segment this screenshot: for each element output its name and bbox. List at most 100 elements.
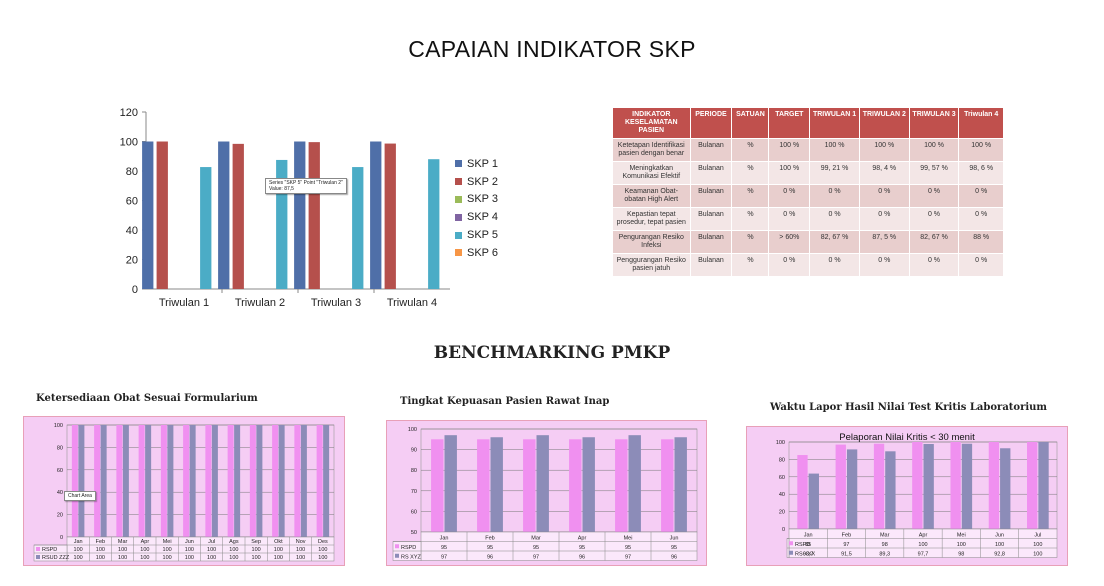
data-table-value: 100 bbox=[96, 555, 105, 561]
category-label: Ags bbox=[229, 539, 239, 545]
table-cell: Bulanan bbox=[690, 138, 733, 162]
bar-skp5-triwulan3 bbox=[352, 167, 364, 289]
table-cell: 0 % bbox=[909, 253, 960, 276]
table-row: Meningkatkan Komunikasi Efektif Bulanan% 1… bbox=[613, 161, 1004, 185]
plot-area bbox=[788, 441, 1058, 530]
data-table-value: 97 bbox=[843, 542, 849, 548]
data-table-value: 100 bbox=[252, 555, 261, 561]
chart-tooltip: Series "SKP 5" Point "Triwulan 2" Value:… bbox=[265, 178, 347, 194]
table-cell: Bulanan bbox=[690, 207, 733, 231]
table-header-cell: TRIWULAN 2 bbox=[859, 108, 910, 139]
chart-waktu-lapor-lab[interactable]: 0 20 40 60 80 100 Jan 85 63,7 Feb 97 91,5 Mar 98 89,3 A… bbox=[746, 426, 1068, 566]
table-cell: > 60% bbox=[768, 230, 811, 254]
page-title: CAPAIAN INDIKATOR SKP bbox=[408, 36, 696, 62]
table-cell: % bbox=[731, 138, 770, 162]
table-cell: 0 % bbox=[859, 207, 910, 231]
series-label: RSPD bbox=[42, 547, 57, 553]
category-label: Jul bbox=[208, 539, 215, 545]
data-table-value: 100 bbox=[140, 555, 149, 561]
data-table-value: 85 bbox=[805, 542, 811, 548]
data-table-value: 100 bbox=[957, 542, 966, 548]
data-table-value: 100 bbox=[74, 547, 83, 553]
table-cell: % bbox=[731, 184, 770, 208]
data-table-value: 95 bbox=[625, 545, 631, 551]
category-label: Apr bbox=[919, 533, 928, 539]
series-key bbox=[36, 555, 40, 559]
y-tick-label: 40 bbox=[779, 492, 785, 498]
y-tick-label: 60 bbox=[126, 196, 138, 208]
plot-area bbox=[420, 428, 698, 533]
bar-skp5-triwulan1 bbox=[200, 167, 212, 289]
bar-rspd-mei bbox=[950, 442, 961, 529]
y-tick-label: 100 bbox=[408, 427, 417, 433]
y-tick-label: 0 bbox=[60, 535, 63, 541]
table-cell: Penggurangan Resiko pasien jatuh bbox=[613, 253, 691, 276]
category-label: Mar bbox=[118, 539, 128, 545]
indikator-table: INDIKATOR KESELAMATAN PASIEN PERIODE SATUA… bbox=[613, 108, 1004, 276]
table-header-cell: SATUAN bbox=[731, 108, 770, 139]
legend-label: SKP 6 bbox=[467, 246, 498, 259]
bar-rspd-apr bbox=[569, 439, 582, 532]
x-tick-label: Triwulan 4 bbox=[387, 297, 437, 309]
data-table-value: 100 bbox=[318, 555, 327, 561]
data-table-value: 100 bbox=[318, 547, 327, 553]
legend-label: SKP 5 bbox=[467, 229, 498, 242]
bar-skp1-triwulan1 bbox=[142, 141, 154, 289]
data-table-value: 97,7 bbox=[918, 552, 929, 558]
data-table-value: 100 bbox=[229, 555, 238, 561]
bar-rspd-apr bbox=[912, 442, 923, 529]
y-tick-label: 60 bbox=[411, 509, 417, 515]
bar-rspd-jun bbox=[661, 439, 674, 532]
bar-rsxxx-mei bbox=[961, 443, 973, 529]
bar-rsxxx-mar bbox=[885, 451, 896, 529]
bar-rspd-jul bbox=[205, 425, 212, 537]
bar-rsxyz-mei bbox=[628, 435, 641, 532]
table-row: Keamanan Obat-obatan High Alert Bulanan% 0… bbox=[613, 184, 1004, 208]
bar-rsudzzz-nov bbox=[300, 425, 307, 537]
y-tick-label: 40 bbox=[57, 490, 63, 496]
table-cell: 100 % bbox=[958, 138, 1004, 162]
table-cell: Meningkatkan Komunikasi Efektif bbox=[613, 161, 691, 185]
bar-rspd-ags bbox=[227, 425, 234, 537]
series-label: RSPD bbox=[401, 545, 416, 551]
table-row: Penggurangan Resiko pasien jatuh Bulanan%… bbox=[613, 253, 1004, 276]
data-table-value: 97 bbox=[441, 555, 447, 561]
table-cell: 99, 21 % bbox=[809, 161, 860, 185]
table-header-cell: INDIKATOR KESELAMATAN PASIEN bbox=[613, 108, 691, 139]
category-label: Feb bbox=[842, 533, 851, 539]
chart-title-kepuasan: Tingkat Kepuasan Pasien Rawat Inap bbox=[400, 396, 610, 407]
benchmark-title: BENCHMARKING PMKP bbox=[433, 343, 671, 363]
legend-item: SKP 4 bbox=[455, 208, 498, 226]
bar-rspd-okt bbox=[272, 425, 279, 537]
bar-rspd-mar bbox=[523, 439, 536, 532]
bar-skp2-triwulan1 bbox=[156, 141, 168, 289]
table-cell: 0 % bbox=[958, 253, 1004, 276]
bar-rsudzzz-des bbox=[323, 425, 330, 537]
table-cell: 0 % bbox=[859, 253, 910, 276]
category-label: Mei bbox=[957, 533, 966, 539]
y-tick-label: 60 bbox=[779, 475, 785, 481]
bar-rspd-mei bbox=[615, 439, 628, 532]
category-label: Jan bbox=[440, 536, 449, 542]
skp-chart-legend: SKP 1 SKP 2 SKP 3 SKP 4 SKP 5 SKP 6 bbox=[455, 155, 498, 262]
bar-rspd-feb bbox=[477, 439, 490, 532]
table-cell: 99, 57 % bbox=[909, 161, 960, 185]
table-cell: 82, 67 % bbox=[909, 230, 960, 254]
bar-skp2-triwulan2 bbox=[232, 143, 244, 289]
data-table-value: 100 bbox=[96, 547, 105, 553]
bar-rsxyz-mar bbox=[536, 435, 549, 532]
bar-rspd-jun bbox=[988, 442, 1000, 529]
category-label: Jun bbox=[995, 533, 1004, 539]
table-cell: % bbox=[731, 253, 770, 276]
chart-subtitle: Pelaporan Nilai Kritis < 30 menit bbox=[839, 432, 975, 443]
y-tick-label: 70 bbox=[411, 489, 417, 495]
skp-bar-chart[interactable]: 0 20 40 60 80 100 120 Triwulan 1 Triwulan 2 Triwu… bbox=[105, 100, 515, 322]
category-label: Mei bbox=[624, 536, 633, 542]
table-row: Ketetapan Identifikasi pasien dengan ben… bbox=[613, 138, 1004, 162]
y-tick-label: 0 bbox=[132, 284, 138, 296]
table-cell: 82, 67 % bbox=[809, 230, 860, 254]
chart-kepuasan-pasien[interactable]: 50 60 70 80 90 100 Jan 95 97 Feb 95 96 Mar 95 97 Apr 95 9… bbox=[386, 420, 707, 566]
bar-rsxxx-feb bbox=[846, 449, 858, 529]
table-cell: Kepastian tepat prosedur, tepat pasien bbox=[613, 207, 691, 231]
bar-rsudzzz-ags bbox=[234, 425, 241, 537]
